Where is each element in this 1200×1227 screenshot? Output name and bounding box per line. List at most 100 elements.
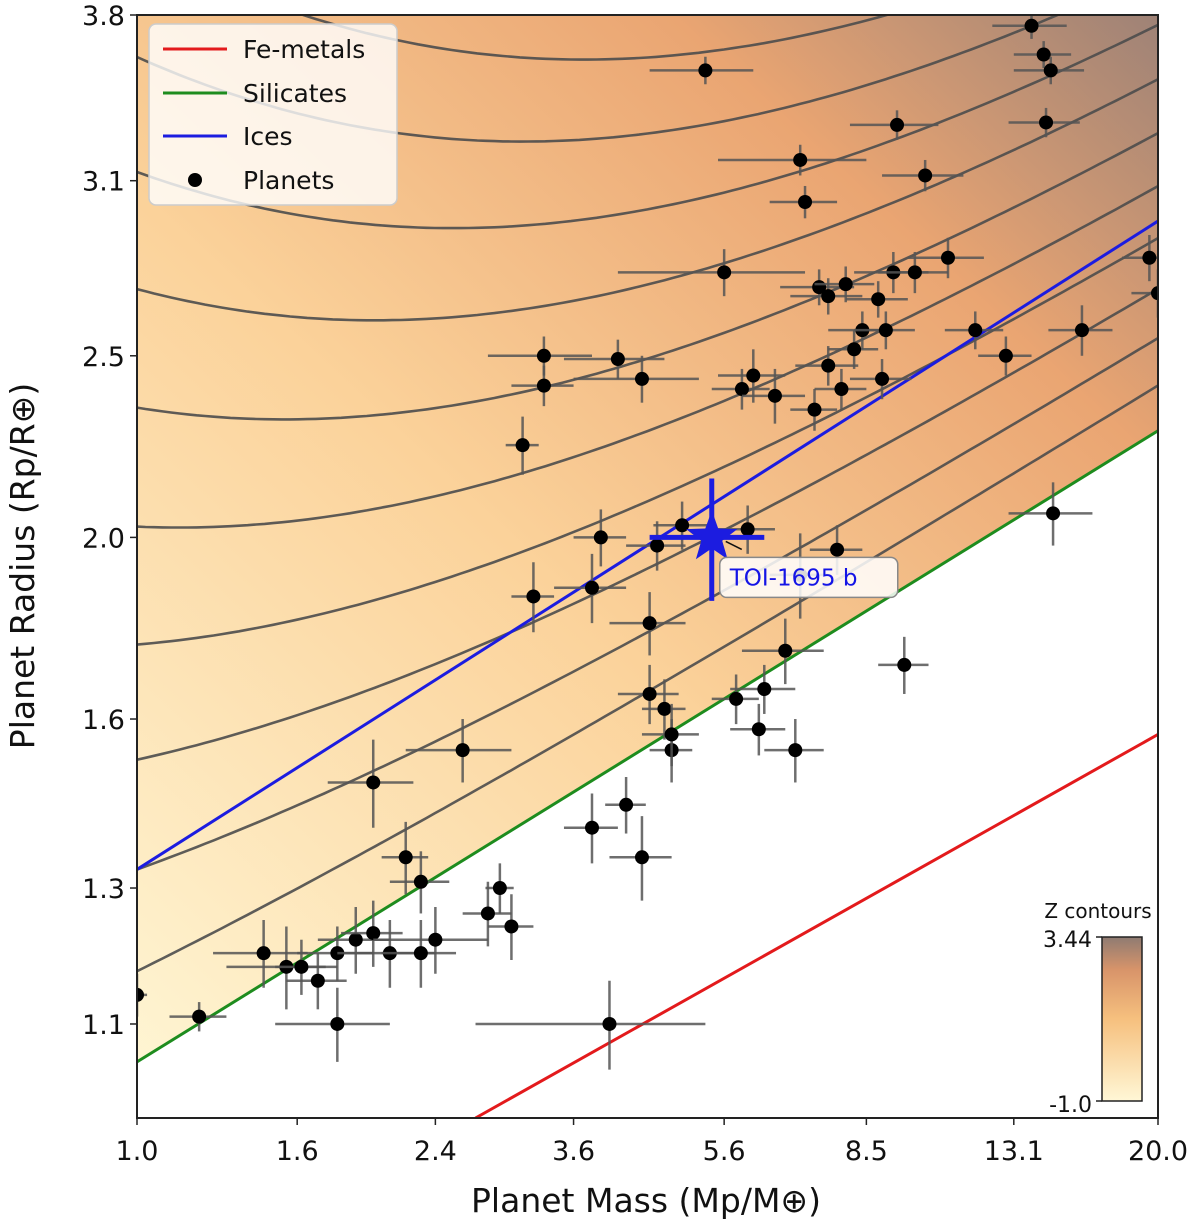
planet-point [475,980,706,1070]
planet-marker [897,657,912,672]
planet-point [814,368,867,410]
planet-marker [428,932,443,947]
planet-point [381,919,457,988]
planet-marker [675,518,690,533]
z-contour-line [137,336,1158,871]
planet-marker [294,959,309,974]
x-tick-label: 20.0 [1128,1136,1188,1167]
planet-point [485,863,514,914]
planet-marker [890,117,905,132]
planet-marker [838,277,853,292]
planet-marker [256,946,271,961]
planet-point [341,900,403,967]
planet-marker [778,643,793,658]
planet-marker [515,438,530,453]
y-tick-label: 1.1 [82,1010,125,1041]
planet-marker [1036,47,1051,62]
planet-marker [793,152,808,167]
planet-point [730,703,786,756]
x-axis-label: Planet Mass (Mp/M⊕) [471,1181,821,1220]
x-tick-label: 1.6 [276,1136,319,1167]
planet-marker [398,850,413,865]
colorbar-min-label: -1.0 [1049,1093,1092,1118]
plot-frame [136,14,1159,1119]
planet-point [907,237,984,279]
z-contour-line [137,236,1158,646]
planet-point [641,679,686,740]
annotation-arrow [725,540,743,551]
planet-point [487,336,592,376]
planet-point [992,15,1067,39]
planet-marker [664,727,679,742]
planet-point [769,185,838,219]
planet-point [944,311,1004,350]
planet-point [790,389,838,431]
x-tick-label: 5.6 [703,1136,746,1167]
planet-point [653,501,709,550]
planet-point [389,851,450,914]
z-contour-line [137,23,1158,230]
planet-marker [875,371,890,386]
planet-point [505,416,539,475]
planet-point [1122,234,1158,282]
planet-point [795,346,859,386]
planet-marker [536,378,551,393]
planet-point [1013,41,1072,69]
planet-marker [729,691,744,706]
planet-point [1008,107,1080,138]
planet-marker [1046,506,1061,521]
planet-marker [455,743,470,758]
planet-point [169,1002,227,1032]
planet-marker [847,342,862,357]
planet-point [649,56,754,85]
planet-point [849,359,912,400]
planet-point [764,719,824,783]
x-tick-label: 13.1 [984,1136,1044,1167]
planet-marker [366,926,381,941]
legend-fe-metals-label: Fe-metals [243,35,365,64]
planet-marker [192,1009,207,1024]
planet-marker [650,538,665,553]
planet-marker [1074,323,1089,338]
x-tick-label: 2.4 [414,1136,457,1167]
silicates-line [137,429,1158,1064]
z-shaded-region [137,15,1158,1062]
y-tick-label: 2.5 [82,342,125,373]
planet-point [617,249,806,297]
planet-marker [610,352,625,367]
planet-point [405,719,512,783]
planet-point [554,553,627,624]
planet-marker [526,589,541,604]
planet-point [790,278,863,315]
planet-marker [492,881,507,896]
planet-point [487,894,534,960]
y-tick-label: 1.3 [82,874,125,905]
z-contour-line [299,15,892,61]
planet-point [854,311,915,350]
planet-marker [310,973,325,988]
planet-marker [642,616,657,631]
y-axis-ticks: 1.1 1.3 1.6 2.0 2.5 3.1 3.8 [82,1,137,1041]
legend-planets-marker [188,173,202,187]
planet-point [617,664,679,725]
planet-point [573,509,627,567]
z-contour-line [137,184,1158,529]
planet-marker [619,797,634,812]
planet-marker [918,168,933,183]
planet-point [1008,482,1093,546]
planet-marker [584,820,599,835]
planet-marker [1142,250,1157,265]
x-tick-label: 8.5 [845,1136,888,1167]
planet-point [878,636,929,694]
planet-marker [830,542,845,557]
planet-marker [821,358,836,373]
planet-marker [413,946,428,961]
planet-marker [757,682,772,697]
planet-marker [871,292,886,307]
y-tick-label: 2.0 [82,523,125,554]
legend: Fe-metals Silicates Ices Planets [148,23,398,206]
planets-layer [137,15,1158,1070]
planet-point [609,592,686,656]
planet-point [845,281,908,318]
